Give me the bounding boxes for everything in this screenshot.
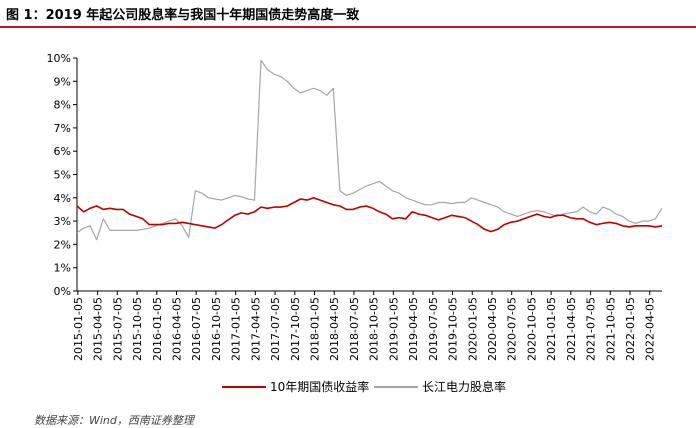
legend-swatch-bond	[222, 385, 266, 388]
x-tick-label: 2017-10-05	[289, 297, 302, 361]
y-tick-label: 7%	[54, 122, 71, 135]
x-tick-label: 2021-07-05	[585, 297, 598, 361]
y-tick-label: 9%	[54, 75, 71, 88]
x-tick-label: 2020-01-05	[466, 297, 479, 361]
x-tick-label: 2016-07-05	[190, 297, 203, 361]
x-axis: 2015-01-05 2015-04-05 2015-07-05 2015-10-05…	[72, 290, 662, 361]
legend-label-bond: 10年期国债收益率	[270, 380, 370, 394]
y-tick-label: 5%	[54, 169, 71, 182]
legend: 10年期国债收益率 长江电力股息率	[0, 378, 696, 400]
x-tick-label: 2020-07-05	[506, 297, 519, 361]
x-tick-label: 2021-10-05	[604, 297, 617, 361]
x-tick-label: 2018-04-05	[328, 297, 341, 361]
x-tick-label: 2021-01-05	[545, 297, 558, 361]
x-tick-label: 2017-01-05	[230, 297, 243, 361]
y-axis: 0% 1% 2% 3% 4% 5% 6% 7% 8% 9% 10%	[47, 52, 78, 298]
legend-label-dividend: 长江电力股息率	[422, 380, 507, 394]
x-tick-label: 2020-04-05	[486, 297, 499, 361]
legend-item-bond: 10年期国债收益率	[222, 378, 369, 395]
x-tick-label: 2022-04-05	[644, 297, 657, 361]
y-tick-label: 8%	[54, 99, 71, 112]
x-tick-label: 2016-01-05	[151, 297, 164, 361]
x-tick-label: 2016-04-05	[170, 297, 183, 361]
x-tick-label: 2019-04-05	[407, 297, 420, 361]
x-tick-label: 2018-07-05	[348, 297, 361, 361]
y-tick-label: 6%	[54, 145, 71, 158]
series-line-dividend-yield	[76, 59, 663, 241]
x-tick-label: 2020-10-05	[525, 297, 538, 361]
x-tick-label: 2018-10-05	[368, 297, 381, 361]
series-line-bond-yield	[76, 197, 663, 233]
x-tick-label: 2022-01-05	[624, 297, 637, 361]
x-tick-label: 2015-10-05	[131, 297, 144, 361]
source-note: 数据来源：Wind，西南证券整理	[34, 414, 194, 427]
x-tick-label: 2015-04-05	[92, 297, 105, 361]
y-tick-label: 0%	[54, 285, 71, 298]
x-tick-label: 2016-10-05	[210, 297, 223, 361]
x-tick-label: 2018-01-05	[309, 297, 322, 361]
series-layer	[76, 59, 663, 241]
x-tick-label: 2019-01-05	[387, 297, 400, 361]
y-tick-label: 1%	[54, 262, 71, 275]
title-rule	[0, 26, 696, 28]
x-tick-label: 2015-07-05	[111, 297, 124, 361]
page-title: 图 1：2019 年起公司股息率与我国十年期国债走势高度一致	[6, 8, 360, 23]
x-tick-label: 2017-04-05	[249, 297, 262, 361]
y-tick-label: 4%	[54, 192, 71, 205]
x-tick-label: 2019-10-05	[447, 297, 460, 361]
y-tick-label: 3%	[54, 215, 71, 228]
legend-item-dividend: 长江电力股息率	[374, 378, 506, 395]
x-tick-label: 2019-07-05	[427, 297, 440, 361]
legend-swatch-dividend	[374, 385, 418, 388]
y-tick-label: 2%	[54, 238, 71, 251]
y-tick-label: 10%	[47, 52, 71, 65]
x-tick-label: 2021-04-05	[565, 297, 578, 361]
x-tick-label: 2015-01-05	[72, 297, 85, 361]
x-tick-label: 2017-07-05	[269, 297, 282, 361]
